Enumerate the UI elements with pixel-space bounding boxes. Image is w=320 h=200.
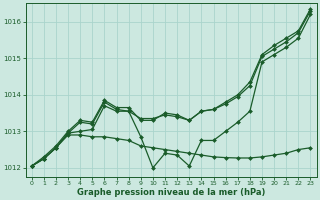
- X-axis label: Graphe pression niveau de la mer (hPa): Graphe pression niveau de la mer (hPa): [77, 188, 265, 197]
